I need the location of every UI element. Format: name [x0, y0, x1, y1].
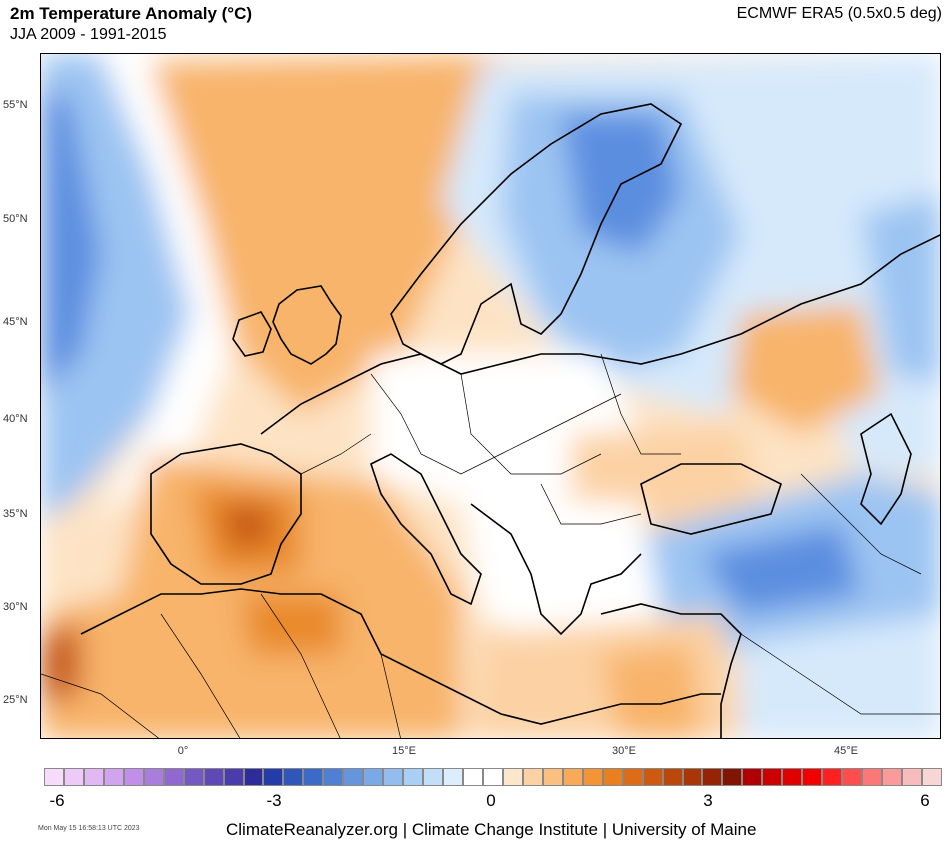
- colorbar-cell: [83, 768, 104, 786]
- lon-label-0: 0°: [177, 745, 189, 757]
- colorbar-cell: [901, 768, 922, 786]
- colorbar-cell: [862, 768, 883, 786]
- colorbar: [44, 768, 942, 788]
- coastlines: [80, 103, 940, 738]
- colorbar-cell: [443, 768, 464, 786]
- colorbar-cell: [123, 768, 144, 786]
- colorbar-cell: [423, 768, 444, 786]
- colorbar-cell: [842, 768, 863, 786]
- lon-label-45e: 45°E: [834, 745, 858, 757]
- colorbar-cell: [63, 768, 84, 786]
- colorbar-cell: [203, 768, 224, 786]
- colorbar-cell: [143, 768, 164, 786]
- colorbar-cell: [323, 768, 344, 786]
- colorbar-cell: [383, 768, 404, 786]
- colorbar-cell: [303, 768, 324, 786]
- colorbar-cell: [662, 768, 683, 786]
- colorbar-cell: [263, 768, 284, 786]
- colorbar-tick-6: 6: [920, 791, 930, 810]
- colorbar-cell: [44, 768, 64, 786]
- colorbar-tick-neg6: -6: [49, 791, 65, 810]
- colorbar-tick-3: 3: [703, 791, 713, 810]
- lat-label-45n: 45°N: [3, 316, 28, 328]
- map-title: 2m Temperature Anomaly (°C): [10, 4, 253, 23]
- colorbar-cell: [582, 768, 603, 786]
- colorbar-cell: [762, 768, 783, 786]
- colorbar-cell: [283, 768, 304, 786]
- colorbar-cell: [542, 768, 563, 786]
- lat-label-25n: 25°N: [3, 694, 28, 706]
- country-borders: [41, 353, 940, 738]
- colorbar-cell: [702, 768, 723, 786]
- colorbar-cell: [343, 768, 364, 786]
- colorbar-cell: [722, 768, 743, 786]
- dataset-label: ECMWF ERA5 (0.5x0.5 deg): [736, 5, 942, 22]
- colorbar-cell: [622, 768, 643, 786]
- footer-credit: ClimateReanalyzer.org | Climate Change I…: [226, 820, 757, 839]
- map-canvas: [41, 54, 940, 738]
- colorbar-cell: [882, 768, 902, 786]
- timestamp: Mon May 15 16:58:13 UTC 2023: [38, 825, 140, 832]
- colorbar-cell: [223, 768, 244, 786]
- map-subtitle: JJA 2009 - 1991-2015: [10, 26, 167, 43]
- colorbar-cell: [642, 768, 663, 786]
- lat-label-40n: 40°N: [3, 413, 28, 425]
- colorbar-cell: [163, 768, 184, 786]
- colorbar-cell: [602, 768, 623, 786]
- lat-label-50n: 50°N: [3, 213, 28, 225]
- lat-label-35n: 35°N: [3, 508, 28, 520]
- colorbar-cell: [802, 768, 823, 786]
- colorbar-cell: [682, 768, 703, 786]
- colorbar-cell: [243, 768, 264, 786]
- colorbar-cell: [363, 768, 384, 786]
- colorbar-cell: [782, 768, 803, 786]
- colorbar-cell: [463, 768, 483, 786]
- colorbar-cell: [482, 768, 503, 786]
- colorbar-tick-0: 0: [486, 791, 496, 810]
- lon-label-15e: 15°E: [392, 745, 416, 757]
- colorbar-cell: [522, 768, 543, 786]
- colorbar-cell: [403, 768, 424, 786]
- lat-label-30n: 30°N: [3, 601, 28, 613]
- anomaly-field: [41, 54, 940, 738]
- colorbar-cell: [183, 768, 204, 786]
- colorbar-cell: [822, 768, 843, 786]
- colorbar-cell: [502, 768, 523, 786]
- colorbar-cell: [103, 768, 124, 786]
- colorbar-cell: [742, 768, 763, 786]
- anomaly-map: [40, 53, 941, 739]
- colorbar-tick-neg3: -3: [266, 791, 282, 810]
- colorbar-cell: [921, 768, 942, 786]
- lat-label-55n: 55°N: [3, 99, 28, 111]
- colorbar-cell: [562, 768, 583, 786]
- lon-label-30e: 30°E: [612, 745, 636, 757]
